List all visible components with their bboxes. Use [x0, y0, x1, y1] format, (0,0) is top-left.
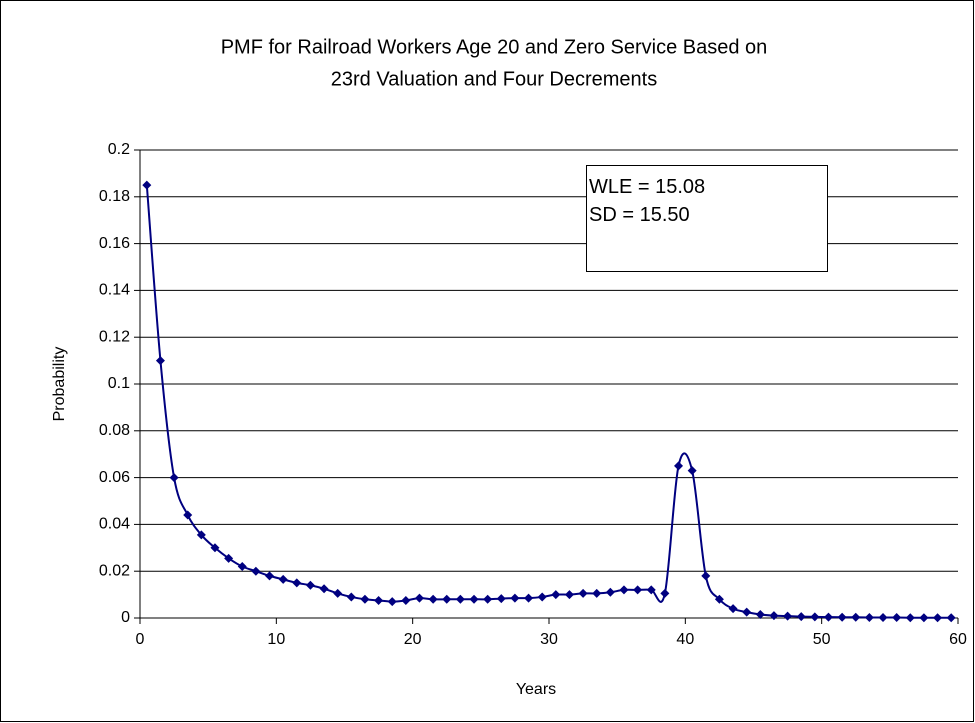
- data-point: [851, 612, 861, 622]
- data-point: [933, 613, 943, 623]
- data-point: [619, 585, 629, 595]
- data-point: [524, 593, 534, 603]
- data-point: [333, 588, 343, 598]
- data-point: [251, 566, 261, 576]
- data-point: [783, 611, 793, 621]
- data-point: [428, 594, 438, 604]
- annotation-text: WLE = 15.08: [589, 176, 705, 198]
- y-tick-label: 0.04: [99, 516, 130, 533]
- data-point: [155, 356, 165, 366]
- y-tick-label: 0.06: [99, 469, 130, 486]
- data-point: [401, 595, 411, 605]
- data-point: [864, 613, 874, 623]
- data-point: [169, 473, 179, 483]
- x-tick-label: 20: [404, 631, 422, 648]
- data-point: [537, 592, 547, 602]
- y-tick-label: 0.08: [99, 422, 130, 439]
- data-point: [483, 594, 493, 604]
- data-point: [796, 612, 806, 622]
- data-point: [892, 613, 902, 623]
- data-point: [742, 607, 752, 617]
- data-point: [319, 584, 329, 594]
- data-point: [564, 590, 574, 600]
- data-point: [442, 594, 452, 604]
- x-tick-label: 60: [949, 631, 967, 648]
- chart-title: PMF for Railroad Workers Age 20 and Zero…: [221, 36, 768, 58]
- y-tick-label: 0.12: [99, 328, 130, 345]
- data-point: [237, 562, 247, 572]
- data-point: [578, 588, 588, 598]
- data-point: [346, 592, 356, 602]
- data-point: [183, 510, 193, 520]
- y-tick-label: 0.1: [108, 375, 130, 392]
- y-tick-label: 0: [121, 609, 130, 626]
- data-point: [714, 594, 724, 604]
- data-point: [265, 571, 275, 581]
- y-axis-label: Probability: [51, 347, 68, 422]
- data-point: [946, 613, 956, 623]
- x-tick-label: 40: [676, 631, 694, 648]
- data-point: [701, 571, 711, 581]
- y-tick-label: 0.02: [99, 562, 130, 579]
- annotation-text: SD = 15.50: [589, 204, 690, 226]
- data-point: [387, 597, 397, 607]
- data-point: [455, 594, 465, 604]
- y-tick-label: 0.18: [99, 188, 130, 205]
- data-point: [755, 609, 765, 619]
- data-point: [224, 553, 234, 563]
- data-point: [687, 466, 697, 476]
- x-tick-label: 50: [813, 631, 831, 648]
- data-point: [674, 461, 684, 471]
- x-tick-label: 30: [540, 631, 558, 648]
- data-point: [196, 530, 206, 540]
- annotation-box: [586, 165, 828, 272]
- data-point: [823, 612, 833, 622]
- data-point: [142, 180, 152, 190]
- data-point: [660, 588, 670, 598]
- data-point: [510, 593, 520, 603]
- data-point: [919, 613, 929, 623]
- data-point: [305, 580, 315, 590]
- chart-title: 23rd Valuation and Four Decrements: [331, 68, 657, 90]
- data-point: [414, 593, 424, 603]
- data-point: [810, 612, 820, 622]
- data-point: [592, 588, 602, 598]
- data-point: [551, 590, 561, 600]
- y-tick-label: 0.16: [99, 235, 130, 252]
- x-tick-label: 10: [267, 631, 285, 648]
- data-point: [633, 585, 643, 595]
- data-point: [360, 594, 370, 604]
- data-point: [469, 594, 479, 604]
- data-point: [374, 595, 384, 605]
- y-tick-label: 0.14: [99, 282, 130, 299]
- data-point: [769, 611, 779, 621]
- data-point: [728, 604, 738, 614]
- data-point: [496, 594, 506, 604]
- data-point: [837, 612, 847, 622]
- data-point: [210, 543, 220, 553]
- x-tick-label: 0: [136, 631, 145, 648]
- data-point: [905, 613, 915, 623]
- data-point: [878, 613, 888, 623]
- y-tick-label: 0.2: [108, 141, 130, 158]
- x-axis-label: Years: [516, 681, 556, 698]
- data-point: [605, 587, 615, 597]
- data-point: [646, 585, 656, 595]
- data-point: [292, 578, 302, 588]
- data-point: [278, 574, 288, 584]
